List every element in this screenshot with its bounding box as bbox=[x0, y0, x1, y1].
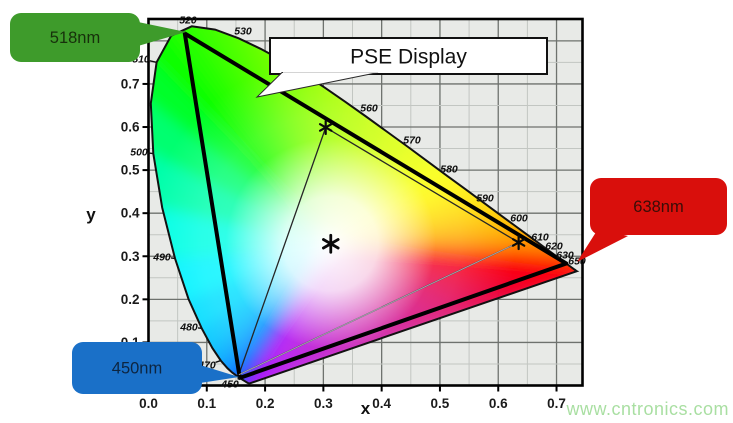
callout-box bbox=[10, 13, 140, 62]
y-tick-label: 0.6 bbox=[121, 120, 140, 135]
wavelength-label: 610 bbox=[531, 232, 549, 244]
wavelength-label: 480 bbox=[179, 322, 198, 334]
wavelength-label: 450 bbox=[220, 379, 239, 391]
y-tick-label: 0.7 bbox=[121, 76, 140, 91]
plot-border bbox=[147, 17, 584, 387]
x-axis-title: x bbox=[361, 399, 371, 418]
wavelength-label: 530 bbox=[234, 26, 252, 38]
y-axis-title: y bbox=[86, 205, 96, 224]
x-tick-label: 0.6 bbox=[489, 396, 508, 411]
gamut-triangles bbox=[182, 31, 569, 380]
x-tick-label: 0.0 bbox=[139, 396, 158, 411]
pse-display-gamut bbox=[182, 31, 569, 380]
wavelength-label: 520 bbox=[179, 15, 197, 27]
marker-asterisk bbox=[322, 238, 340, 250]
wavelength-leader-tick bbox=[215, 359, 222, 363]
wavelength-leader-tick bbox=[149, 60, 157, 63]
wavelength-label: 570 bbox=[403, 135, 421, 147]
x-tick-label: 0.5 bbox=[431, 396, 450, 411]
y-tick-label: 0.3 bbox=[121, 249, 140, 264]
x-tick-label: 0.4 bbox=[372, 396, 391, 411]
callout-638nm: 638nm bbox=[577, 178, 727, 262]
point-markers bbox=[318, 119, 526, 254]
callout-label: 450nm bbox=[112, 360, 162, 378]
wavelength-label: 560 bbox=[360, 103, 378, 115]
wavelength-leader-tick bbox=[147, 152, 154, 155]
x-tick-label: 0.7 bbox=[547, 396, 566, 411]
watermark: www.cntronics.com bbox=[566, 399, 729, 419]
marker-asterisk bbox=[318, 123, 333, 132]
wavelength-label: 620 bbox=[545, 241, 563, 253]
axes: 0.00.10.20.30.40.50.60.70.10.20.30.40.50… bbox=[86, 17, 584, 418]
x-tick-label: 0.3 bbox=[314, 396, 333, 411]
x-tick-label: 0.2 bbox=[256, 396, 275, 411]
pse-display-label: PSE Display bbox=[350, 46, 467, 69]
annotation-pse-display: PSE Display bbox=[255, 37, 548, 98]
callout-box bbox=[590, 178, 727, 235]
callout-518nm: 518nm bbox=[10, 13, 186, 62]
y-tick-label: 0.4 bbox=[121, 206, 140, 221]
y-tick-label: 0.2 bbox=[121, 292, 140, 307]
callout-label: 638nm bbox=[633, 198, 683, 216]
marker-asterisk bbox=[511, 238, 526, 247]
y-tick-label: 0.5 bbox=[121, 163, 140, 178]
wavelength-label: 490 bbox=[152, 252, 171, 264]
wavelength-label: 600 bbox=[510, 213, 528, 225]
wavelength-label: 500 bbox=[130, 147, 148, 159]
pse-display-box-face bbox=[283, 40, 534, 73]
callout-450nm: 450nm bbox=[72, 342, 239, 394]
callout-tail bbox=[200, 365, 239, 383]
callout-box bbox=[72, 342, 202, 394]
reference-gamut-lower-edge bbox=[238, 242, 519, 376]
wavelength-leader-tick bbox=[237, 377, 241, 380]
x-tick-label: 0.1 bbox=[197, 396, 216, 411]
callout-tail bbox=[577, 229, 628, 262]
wavelength-label: 590 bbox=[476, 193, 494, 205]
wavelength-labels: 5205305605705805906006106206306505105004… bbox=[130, 15, 586, 391]
wavelength-label: 580 bbox=[440, 164, 458, 176]
wavelength-label: 630 bbox=[556, 250, 574, 262]
callout-label: 518nm bbox=[50, 29, 100, 47]
callout-tail bbox=[138, 22, 186, 46]
